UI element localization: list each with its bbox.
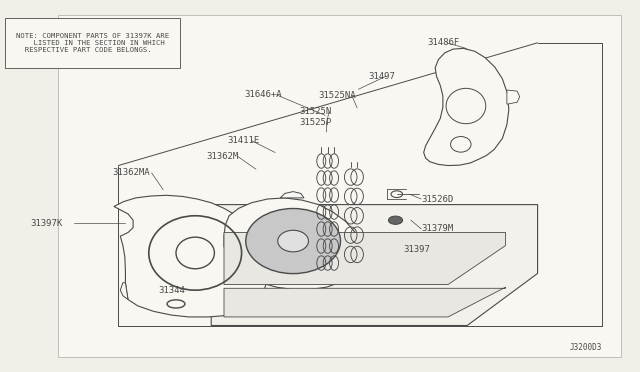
Polygon shape [280,192,304,198]
Text: 31486F: 31486F [428,38,460,47]
Text: 31525NA: 31525NA [319,92,356,100]
Ellipse shape [246,208,340,274]
Polygon shape [507,90,520,104]
Text: NOTE: COMPONENT PARTS OF 31397K ARE
    LISTED IN THE SECTION IN WHICH
  RESPECT: NOTE: COMPONENT PARTS OF 31397K ARE LIST… [16,33,170,53]
Text: 31397K: 31397K [31,219,63,228]
Text: J3200D3: J3200D3 [569,343,602,352]
Polygon shape [114,195,268,317]
Ellipse shape [388,216,403,224]
Text: 31362MA: 31362MA [112,169,150,177]
FancyBboxPatch shape [5,18,180,68]
Ellipse shape [278,230,308,252]
Polygon shape [224,232,506,285]
Polygon shape [211,205,538,326]
Polygon shape [224,287,506,317]
Polygon shape [424,48,509,166]
Text: 31526D: 31526D [421,195,453,203]
FancyBboxPatch shape [58,15,621,357]
Text: 31379M: 31379M [421,224,453,233]
Text: 31646+A: 31646+A [244,90,282,99]
Text: 31362M: 31362M [207,152,239,161]
Text: 31411E: 31411E [227,136,259,145]
Polygon shape [224,198,362,289]
Text: 31497: 31497 [368,72,395,81]
Text: 31525N: 31525N [300,107,332,116]
Text: 31397: 31397 [403,245,430,254]
Text: 31525P: 31525P [300,118,332,126]
Polygon shape [120,283,128,299]
Text: 31344: 31344 [159,286,186,295]
